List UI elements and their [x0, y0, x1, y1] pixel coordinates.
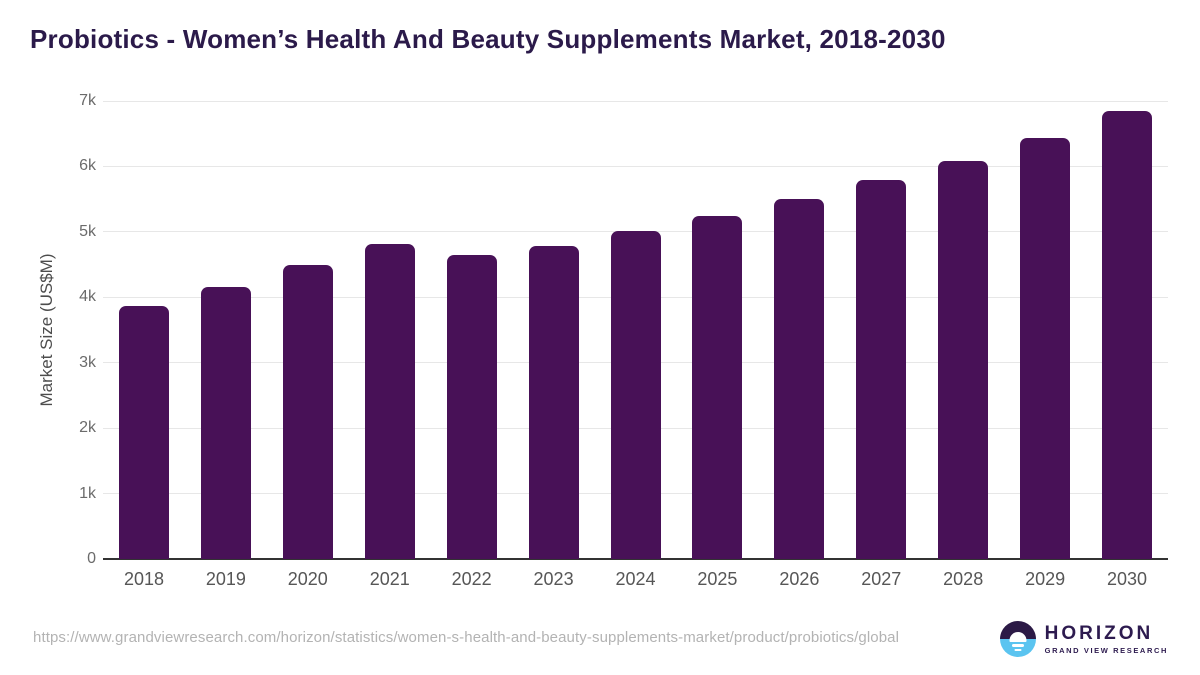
horizon-sunset-icon [999, 621, 1036, 657]
x-tick-label-2026: 2026 [779, 569, 820, 589]
y-tick-label-6k: 6k [79, 157, 96, 175]
y-axis-tick-labels: 0 1k 2k 3k 4k 5k 6k 7k [0, 92, 96, 567]
x-tick-label-2030: 2030 [1107, 569, 1148, 589]
bar-2028 [938, 160, 989, 559]
reflection-dash-icon [1014, 648, 1022, 651]
bar-2027 [856, 180, 907, 559]
bar-2029 [1020, 137, 1071, 559]
bar-2026 [774, 199, 825, 559]
x-tick-label-2028: 2028 [943, 569, 984, 589]
bar-2018 [118, 306, 169, 559]
y-tick-label-2k: 2k [79, 419, 96, 437]
bar-2021 [364, 244, 415, 559]
y-tick-label-4k: 4k [79, 288, 96, 306]
x-axis-line [103, 558, 1168, 560]
y-tick-label-7k: 7k [79, 92, 96, 109]
bar-2019 [200, 287, 251, 559]
x-axis-tick-labels: 2018 2019 2020 2021 2022 2023 2024 2025 2026 2027… [103, 568, 1168, 592]
x-tick-label-2024: 2024 [615, 569, 656, 589]
gridline-7k [103, 100, 1168, 102]
x-tick-label-2025: 2025 [697, 569, 738, 589]
chart-title: Probiotics - Women’s Health And Beauty S… [30, 24, 946, 54]
bar-2024 [610, 231, 661, 559]
x-tick-label-2029: 2029 [1025, 569, 1066, 589]
horizon-logo: HORIZON GRAND VIEW RESEARCH [999, 621, 1168, 657]
logo-name: HORIZON [1044, 622, 1154, 644]
x-tick-label-2019: 2019 [205, 569, 246, 589]
plot-area [103, 100, 1168, 560]
bar-2023 [528, 245, 579, 559]
reflection-dash-icon [1011, 644, 1024, 647]
y-tick-label-3k: 3k [79, 353, 96, 371]
x-tick-label-2018: 2018 [123, 569, 164, 589]
bar-2030 [1102, 110, 1153, 559]
gridline-6k [103, 165, 1168, 167]
bar-2025 [692, 216, 743, 559]
footer: https://www.grandviewresearch.com/horizo… [0, 610, 1200, 670]
x-tick-label-2020: 2020 [287, 569, 328, 589]
sun-dome-shape [1009, 632, 1027, 642]
x-tick-label-2023: 2023 [533, 569, 574, 589]
y-tick-label-1k: 1k [79, 484, 96, 502]
y-tick-label-5k: 5k [79, 222, 96, 240]
x-tick-label-2022: 2022 [451, 569, 492, 589]
x-tick-label-2027: 2027 [861, 569, 902, 589]
logo-subtitle: GRAND VIEW RESEARCH [1044, 645, 1168, 655]
y-tick-label-0: 0 [87, 550, 96, 567]
logo-text-block: HORIZON GRAND VIEW RESEARCH [1044, 622, 1168, 655]
bar-2022 [446, 255, 497, 559]
x-tick-label-2021: 2021 [369, 569, 410, 589]
bar-2020 [282, 265, 333, 559]
source-url: https://www.grandviewresearch.com/horizo… [33, 629, 900, 646]
